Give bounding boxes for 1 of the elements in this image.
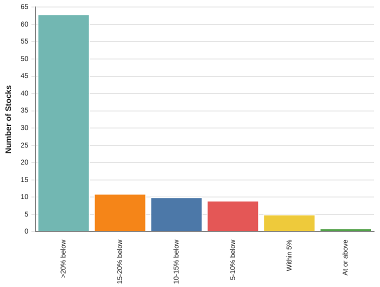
y-axis-title: Number of Stocks <box>4 84 14 154</box>
